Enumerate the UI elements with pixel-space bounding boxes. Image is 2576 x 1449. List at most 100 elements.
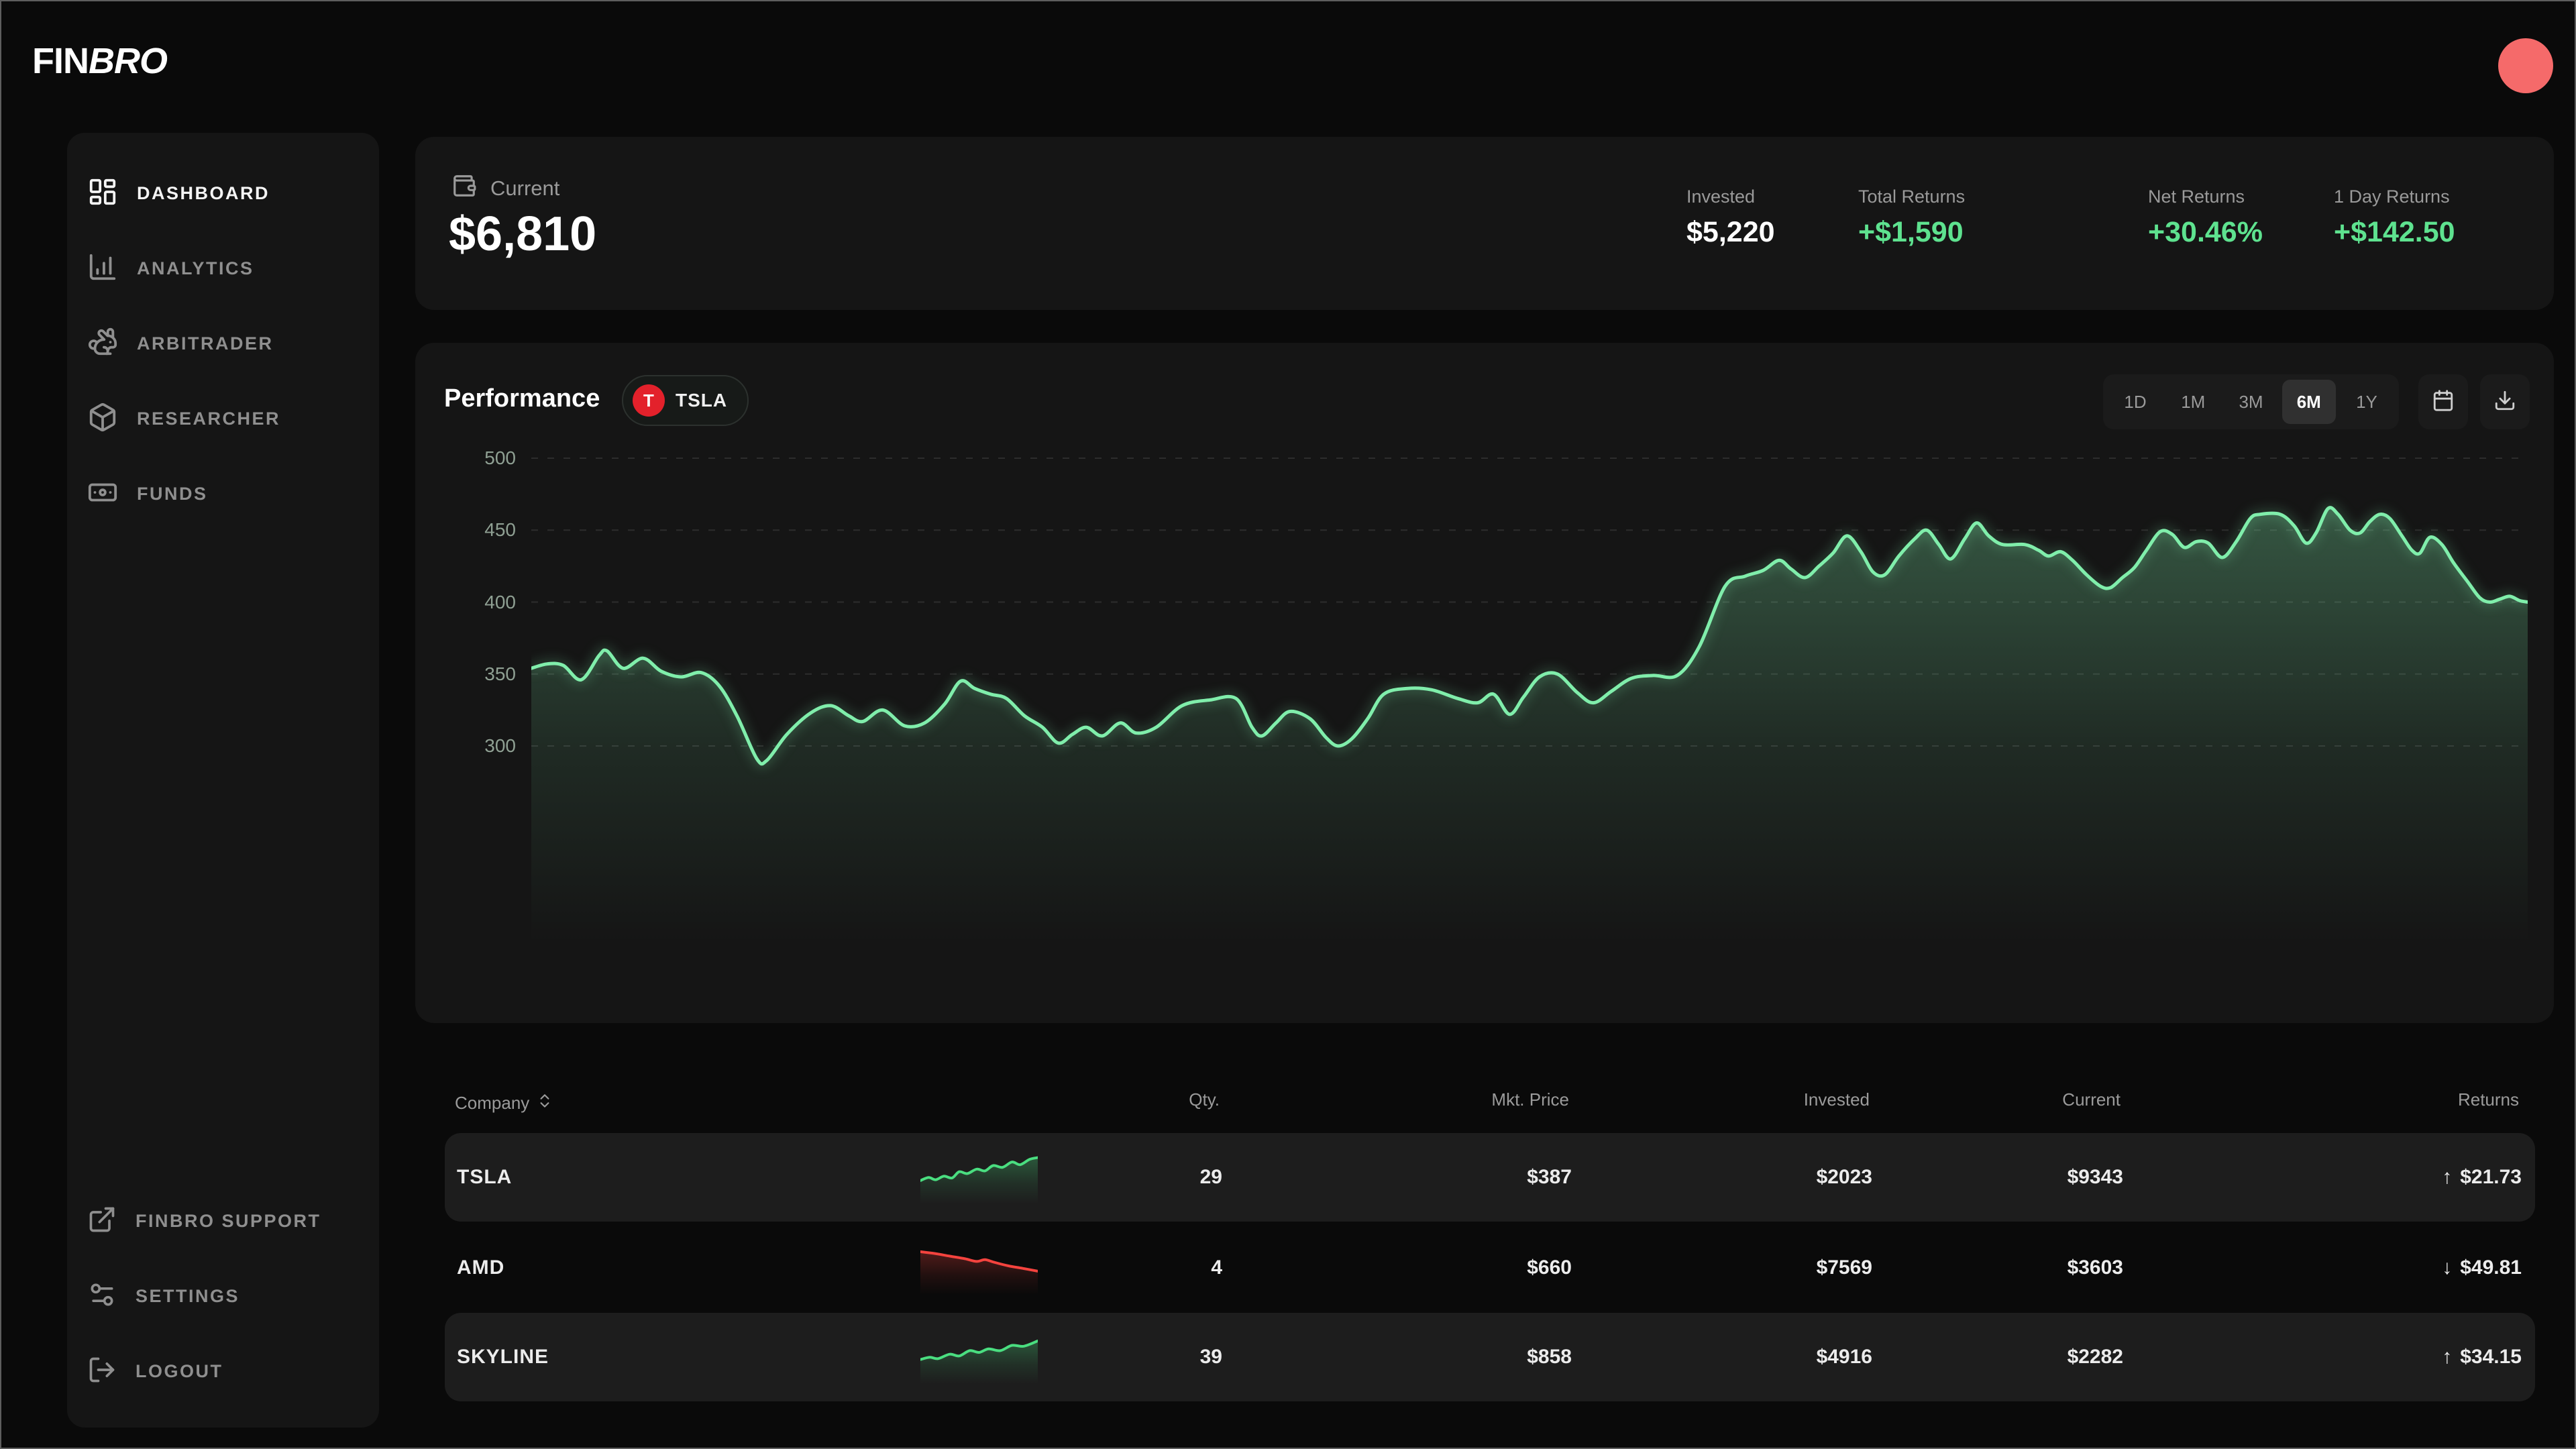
ticker-badge[interactable]: T TSLA <box>622 375 749 426</box>
sidebar-item-arbitrader[interactable]: ARBITRADER <box>67 306 379 381</box>
finbro-logo: FINBRO <box>32 40 168 82</box>
y-axis-tick: 500 <box>484 447 516 468</box>
current-balance-label: Current <box>451 173 559 204</box>
sidebar-item-researcher[interactable]: RESEARCHER <box>67 381 379 456</box>
banknote-icon <box>87 477 118 511</box>
sidebar-item-logout[interactable]: LOGOUT <box>67 1334 379 1409</box>
performance-card: Performance T TSLA 1D 1M 3M 6M 1Y 500 45… <box>415 343 2554 1023</box>
stat-value: +30.46% <box>2148 216 2263 248</box>
column-header-mkt-price[interactable]: Mkt. Price <box>1491 1089 1569 1110</box>
sidebar: DASHBOARD ANALYTICS ARBITRADER RESEARCHE… <box>67 133 379 1428</box>
table-row-tsla[interactable]: TSLA 29 $387 $2023 $9343 ↑ $21.73 <box>445 1133 2535 1222</box>
sidebar-item-analytics[interactable]: ANALYTICS <box>67 231 379 306</box>
time-range-selector: 1D 1M 3M 6M 1Y <box>2103 374 2399 429</box>
performance-title: Performance <box>444 384 600 413</box>
sidebar-footer: FINBRO SUPPORT SETTINGS LOGOUT <box>67 1183 379 1409</box>
sparkline-chart <box>920 1339 1038 1384</box>
current-label-text: Current <box>490 176 560 200</box>
sort-icon <box>536 1092 553 1114</box>
download-icon <box>2493 389 2516 415</box>
summary-card: Current $6,810 Invested $5,220 Total Ret… <box>415 137 2554 310</box>
sidebar-item-funds[interactable]: FUNDS <box>67 456 379 531</box>
current-cell: $3603 <box>2067 1256 2123 1279</box>
qty-cell: 29 <box>1199 1166 1222 1188</box>
sidebar-item-label: LOGOUT <box>136 1360 223 1381</box>
current-balance-value: $6,810 <box>449 207 597 261</box>
qty-cell: 39 <box>1199 1346 1222 1368</box>
returns-cell: ↓ $49.81 <box>2442 1256 2522 1279</box>
sidebar-item-label: ARBITRADER <box>137 333 274 354</box>
range-1y-button[interactable]: 1Y <box>2356 391 2377 412</box>
stat-value: $5,220 <box>1686 216 1775 248</box>
returns-cell: ↑ $21.73 <box>2442 1166 2522 1189</box>
y-axis-tick: 450 <box>484 519 516 540</box>
trend-arrow-icon: ↑ <box>2442 1346 2453 1368</box>
mkt-price-cell: $858 <box>1527 1346 1572 1368</box>
current-cell: $9343 <box>2067 1166 2123 1188</box>
column-header-qty[interactable]: Qty. <box>1189 1089 1220 1110</box>
sidebar-nav: DASHBOARD ANALYTICS ARBITRADER RESEARCHE… <box>67 156 379 531</box>
range-1d-button[interactable]: 1D <box>2124 391 2147 412</box>
sidebar-item-dashboard[interactable]: DASHBOARD <box>67 156 379 231</box>
logo-bro: BRO <box>89 41 168 81</box>
invested-cell: $2023 <box>1816 1166 1872 1188</box>
range-6m-button[interactable]: 6M <box>2282 380 2336 424</box>
invested-cell: $4916 <box>1816 1346 1872 1368</box>
table-row-amd[interactable]: AMD 4 $660 $7569 $3603 ↓ $49.81 <box>445 1224 2535 1312</box>
stat-label: Net Returns <box>2148 186 2245 207</box>
sidebar-item-settings[interactable]: SETTINGS <box>67 1258 379 1334</box>
sidebar-item-label: RESEARCHER <box>137 408 281 429</box>
mkt-price-cell: $387 <box>1527 1166 1572 1188</box>
company-header-label: Company <box>455 1092 530 1113</box>
box-icon <box>87 402 118 436</box>
ticker-symbol: TSLA <box>676 390 728 411</box>
sidebar-item-label: ANALYTICS <box>137 258 254 278</box>
range-3m-button[interactable]: 3M <box>2239 391 2263 412</box>
rabbit-icon <box>87 327 118 361</box>
ticker-logo: T <box>633 384 665 417</box>
calendar-button[interactable] <box>2418 374 2468 429</box>
download-button[interactable] <box>2480 374 2530 429</box>
sidebar-item-support[interactable]: FINBRO SUPPORT <box>67 1183 379 1258</box>
sidebar-item-label: DASHBOARD <box>137 182 270 203</box>
company-ticker: TSLA <box>457 1166 513 1188</box>
column-header-invested[interactable]: Invested <box>1803 1089 1870 1110</box>
returns-value: $49.81 <box>2460 1256 2522 1279</box>
logo-fin: FIN <box>32 41 89 81</box>
company-ticker: AMD <box>457 1256 505 1279</box>
sidebar-item-label: FUNDS <box>137 483 208 504</box>
stat-label: Total Returns <box>1858 186 1966 207</box>
qty-cell: 4 <box>1211 1256 1222 1279</box>
stat-value: +$1,590 <box>1858 216 1964 248</box>
sidebar-item-label: SETTINGS <box>136 1285 240 1306</box>
company-ticker: SKYLINE <box>457 1346 549 1368</box>
y-axis-tick: 400 <box>484 592 516 612</box>
y-axis-tick: 300 <box>484 735 516 756</box>
stat-label: 1 Day Returns <box>2334 186 2450 207</box>
stat-value: +$142.50 <box>2334 216 2455 248</box>
avatar[interactable] <box>2498 38 2553 93</box>
invested-cell: $7569 <box>1816 1256 1872 1279</box>
column-header-returns[interactable]: Returns <box>2457 1089 2519 1110</box>
returns-value: $34.15 <box>2460 1346 2522 1368</box>
sliders-icon <box>87 1280 117 1313</box>
sparkline-chart <box>920 1156 1038 1204</box>
returns-cell: ↑ $34.15 <box>2442 1346 2522 1368</box>
column-header-company[interactable]: Company <box>455 1089 553 1116</box>
sparkline-chart <box>920 1250 1038 1295</box>
sidebar-item-label: FINBRO SUPPORT <box>136 1210 321 1231</box>
column-header-current[interactable]: Current <box>2062 1089 2121 1110</box>
logout-icon <box>87 1355 117 1388</box>
calendar-icon <box>2432 389 2455 415</box>
stat-label: Invested <box>1686 186 1756 207</box>
returns-value: $21.73 <box>2460 1166 2522 1188</box>
range-1m-button[interactable]: 1M <box>2181 391 2206 412</box>
dashboard-icon <box>87 176 118 211</box>
performance-area-chart[interactable] <box>531 444 2528 944</box>
external-link-icon <box>87 1205 117 1238</box>
trend-arrow-icon: ↓ <box>2442 1256 2453 1279</box>
y-axis-tick: 350 <box>484 663 516 684</box>
mkt-price-cell: $660 <box>1527 1256 1572 1279</box>
table-row-skyline[interactable]: SKYLINE 39 $858 $4916 $2282 ↑ $34.15 <box>445 1313 2535 1401</box>
